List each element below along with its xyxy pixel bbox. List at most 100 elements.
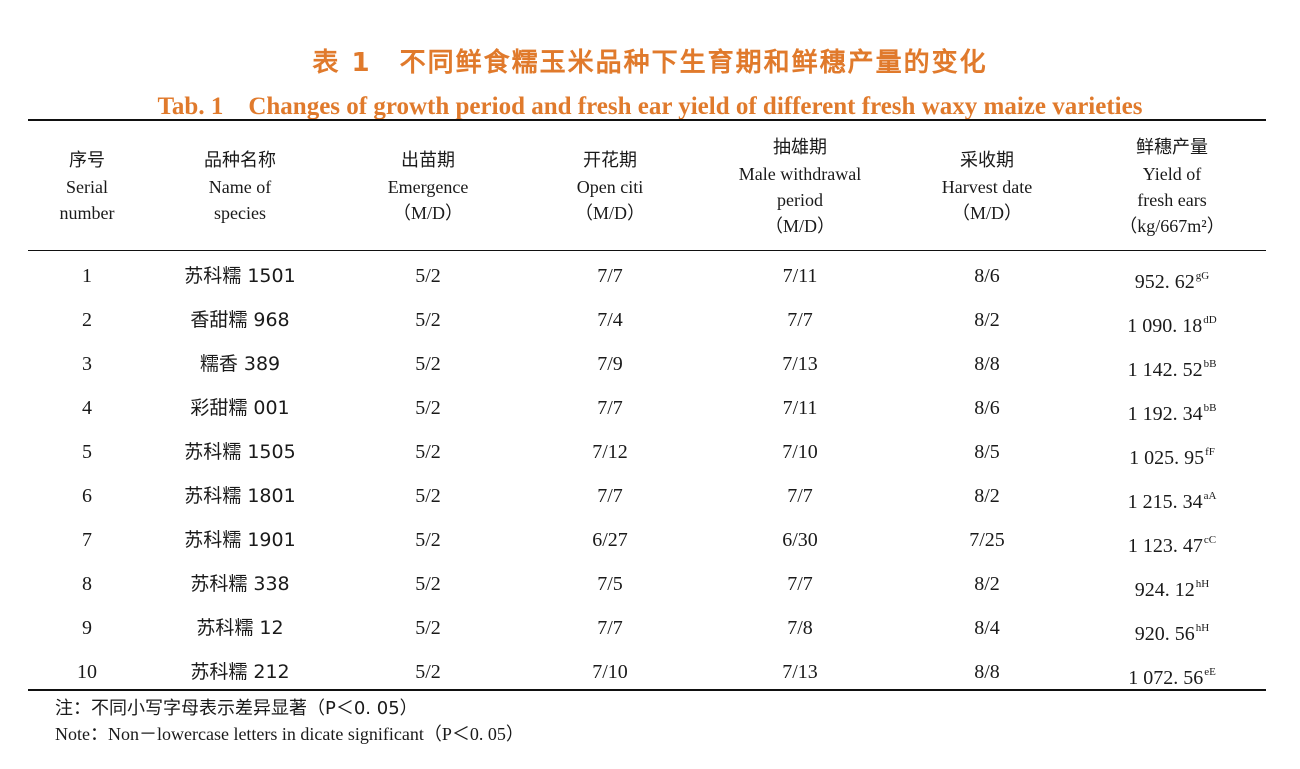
cell-serial: 3 xyxy=(32,351,142,377)
header-line: 开花期 xyxy=(582,150,637,171)
header-serial: 序号 Serial number xyxy=(32,132,142,242)
cell-value: 糯香 389 xyxy=(199,353,281,375)
table-row: 3 糯香 389 5/2 7/9 7/13 8/8 1 142. 52bB xyxy=(0,342,1300,386)
cell-value: 8 xyxy=(82,573,92,595)
header-line: 品种名称 xyxy=(204,150,276,171)
cell-value: 1 025. 95 xyxy=(1129,447,1205,469)
header-tasseling: 抽雄期 Male withdrawal period （M/D） xyxy=(700,132,900,242)
header-line: 抽雄期 xyxy=(773,137,827,158)
cell-harvest: 8/6 xyxy=(902,263,1072,289)
cell-value: 5/2 xyxy=(415,617,441,639)
cell-harvest: 8/2 xyxy=(902,483,1072,509)
cell-yield: 924. 12hH xyxy=(1077,571,1267,603)
significance-letters: bB xyxy=(1203,358,1217,370)
cell-value: 1 142. 52 xyxy=(1127,359,1203,381)
cell-value: 彩甜糯 001 xyxy=(190,397,290,419)
table-row: 1 苏科糯 1501 5/2 7/7 7/11 8/6 952. 62gG xyxy=(0,254,1300,298)
header-line: Serial xyxy=(65,177,108,197)
cell-harvest: 8/2 xyxy=(902,571,1072,597)
cell-value: 苏科糯 1801 xyxy=(184,485,296,507)
cell-value: 5/2 xyxy=(415,397,441,419)
table-row: 7 苏科糯 1901 5/2 6/27 6/30 7/25 1 123. 47cC xyxy=(0,518,1300,562)
cell-value: 5/2 xyxy=(415,353,441,375)
cell-yield: 920. 56hH xyxy=(1077,615,1267,647)
cell-value: 924. 12 xyxy=(1134,579,1195,601)
cell-serial: 9 xyxy=(32,615,142,641)
cell-name: 苏科糯 1505 xyxy=(155,439,325,465)
cell-value: 3 xyxy=(82,353,92,375)
cell-value: 苏科糯 1501 xyxy=(184,265,296,287)
cell-value: 7/7 xyxy=(597,617,623,639)
cell-emergence: 5/2 xyxy=(343,659,513,685)
cell-value: 8/8 xyxy=(974,661,1000,683)
significance-letters: hH xyxy=(1195,578,1210,590)
table-header-rule xyxy=(28,250,1266,251)
cell-emergence: 5/2 xyxy=(343,571,513,597)
cell-name: 香甜糯 968 xyxy=(155,307,325,333)
cell-flowering: 7/4 xyxy=(525,307,695,333)
cell-yield: 1 142. 52bB xyxy=(1077,351,1267,383)
header-line: number xyxy=(59,203,115,223)
cell-value: 10 xyxy=(77,661,97,683)
cell-value: 5/2 xyxy=(415,265,441,287)
cell-emergence: 5/2 xyxy=(343,615,513,641)
cell-serial: 4 xyxy=(32,395,142,421)
cell-value: 1 072. 56 xyxy=(1128,667,1204,689)
table-top-rule xyxy=(28,119,1266,121)
cell-serial: 5 xyxy=(32,439,142,465)
cell-value: 1 xyxy=(82,265,92,287)
cell-value: 7/4 xyxy=(597,309,623,331)
cell-serial: 10 xyxy=(32,659,142,685)
cell-value: 7/11 xyxy=(782,397,818,419)
cell-yield: 1 192. 34bB xyxy=(1077,395,1267,427)
header-line: period xyxy=(777,190,823,210)
cell-value: 7/11 xyxy=(782,265,818,287)
cell-yield: 1 025. 95fF xyxy=(1077,439,1267,471)
header-line: 鲜穗产量 xyxy=(1136,137,1208,158)
cell-value: 7/13 xyxy=(782,661,818,683)
cell-serial: 2 xyxy=(32,307,142,333)
cell-name: 苏科糯 12 xyxy=(155,615,325,641)
cell-name: 苏科糯 1801 xyxy=(155,483,325,509)
header-line: （M/D） xyxy=(574,203,645,223)
cell-value: 7/13 xyxy=(782,353,818,375)
cell-value: 8/2 xyxy=(974,573,1000,595)
cell-value: 5/2 xyxy=(415,441,441,463)
cell-tasseling: 6/30 xyxy=(700,527,900,553)
cell-value: 7/7 xyxy=(787,485,813,507)
cell-value: 6 xyxy=(82,485,92,507)
cell-value: 7/5 xyxy=(597,573,623,595)
cell-name: 糯香 389 xyxy=(155,351,325,377)
cell-flowering: 6/27 xyxy=(525,527,695,553)
header-line: Name of xyxy=(208,177,272,197)
cell-flowering: 7/10 xyxy=(525,659,695,685)
table-row: 10 苏科糯 212 5/2 7/10 7/13 8/8 1 072. 56eE xyxy=(0,650,1300,694)
header-line: （M/D） xyxy=(951,203,1022,223)
cell-value: 香甜糯 968 xyxy=(190,309,290,331)
cell-emergence: 5/2 xyxy=(343,395,513,421)
table-bottom-rule xyxy=(28,689,1266,691)
cell-value: 1 192. 34 xyxy=(1127,403,1203,425)
cell-harvest: 8/6 xyxy=(902,395,1072,421)
cell-value: 1 215. 34 xyxy=(1127,491,1203,513)
cell-value: 7 xyxy=(82,529,92,551)
table-row: 6 苏科糯 1801 5/2 7/7 7/7 8/2 1 215. 34aA xyxy=(0,474,1300,518)
cell-value: 7/7 xyxy=(597,485,623,507)
significance-letters: hH xyxy=(1195,622,1210,634)
cell-flowering: 7/7 xyxy=(525,615,695,641)
cell-name: 苏科糯 212 xyxy=(155,659,325,685)
significance-letters: bB xyxy=(1203,402,1217,414)
cell-serial: 1 xyxy=(32,263,142,289)
table-row: 8 苏科糯 338 5/2 7/5 7/7 8/2 924. 12hH xyxy=(0,562,1300,606)
cell-harvest: 8/8 xyxy=(902,351,1072,377)
cell-flowering: 7/7 xyxy=(525,395,695,421)
header-line: Male withdrawal xyxy=(738,164,862,184)
cell-value: 7/8 xyxy=(787,617,813,639)
cell-value: 7/25 xyxy=(969,529,1005,551)
header-line: Emergence xyxy=(387,177,469,197)
cell-yield: 1 072. 56eE xyxy=(1077,659,1267,691)
cell-value: 8/6 xyxy=(974,397,1000,419)
cell-tasseling: 7/11 xyxy=(700,395,900,421)
header-line: species xyxy=(214,203,266,223)
table-row: 9 苏科糯 12 5/2 7/7 7/8 8/4 920. 56hH xyxy=(0,606,1300,650)
